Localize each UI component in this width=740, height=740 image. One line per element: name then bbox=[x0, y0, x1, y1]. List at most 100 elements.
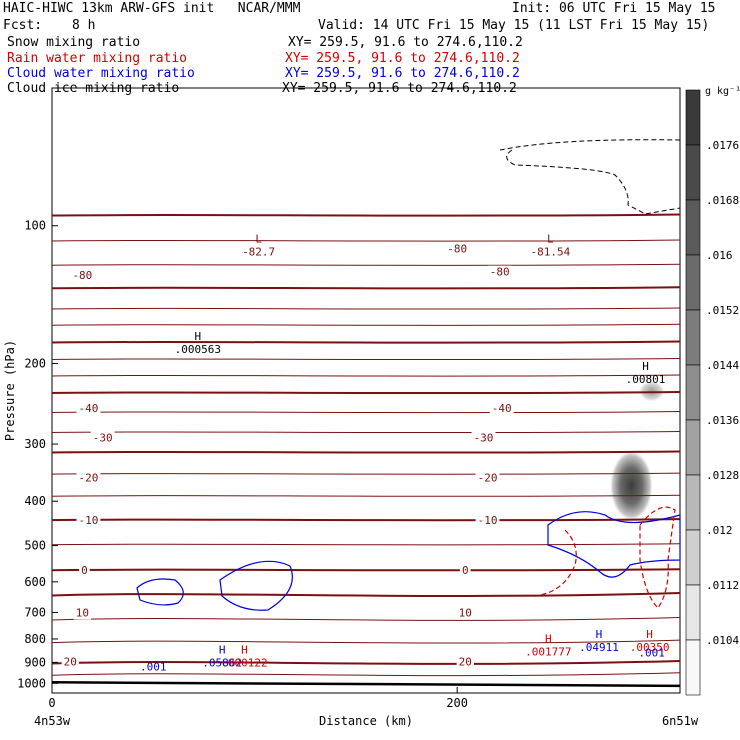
field-name-rain: Rain water mixing ratio bbox=[7, 51, 188, 66]
temperature-contour-label: -40 bbox=[492, 402, 512, 415]
extremum-value: .00801 bbox=[626, 373, 666, 386]
field-xy-cloud-water: XY= 259.5, 91.6 to 274.6,110.2 bbox=[285, 66, 520, 81]
contour-label-background bbox=[445, 242, 470, 256]
colorbar-swatch bbox=[685, 419, 701, 476]
temperature-contour-label: 20 bbox=[459, 655, 472, 668]
snow-core-shading bbox=[609, 449, 654, 522]
temperature-contour bbox=[51, 568, 681, 572]
temperature-contour bbox=[51, 390, 681, 395]
temperature-contour bbox=[51, 672, 681, 677]
contour-label-background bbox=[475, 471, 500, 485]
extremum-marker: H bbox=[642, 360, 649, 373]
colorbar-swatch bbox=[685, 474, 701, 531]
temperature-contour bbox=[51, 357, 681, 361]
contour-label-background bbox=[70, 268, 95, 282]
contour-label-background bbox=[471, 431, 496, 445]
extremum-marker: H bbox=[646, 628, 653, 641]
y-tick-label: 600 bbox=[24, 575, 46, 589]
y-tick-label: 400 bbox=[24, 494, 46, 508]
colorbar-label: .012 bbox=[706, 524, 733, 537]
y-tick-label: 800 bbox=[24, 632, 46, 646]
temperature-contour-label: -10 bbox=[478, 514, 498, 527]
temperature-contour bbox=[51, 239, 681, 242]
temperature-contour bbox=[51, 494, 681, 497]
chart-title: HAIC-HIWC 13km ARW-GFS init NCAR/MMM bbox=[3, 1, 301, 16]
extremum-marker: H bbox=[195, 330, 202, 343]
init-time: Init: 06 UTC Fri 15 May 15 bbox=[512, 1, 716, 16]
temperature-contour bbox=[51, 340, 681, 344]
colorbar-swatch bbox=[685, 89, 701, 146]
temperature-contour bbox=[51, 374, 681, 377]
extremum-value: .05862 bbox=[202, 657, 242, 670]
temperature-contour bbox=[51, 430, 681, 434]
temperature-contour-label: -30 bbox=[474, 431, 494, 444]
temperature-contour bbox=[51, 411, 681, 414]
x-tick-label: 200 bbox=[446, 696, 468, 710]
contour-label-background bbox=[73, 606, 92, 620]
colorbar-label: .0104 bbox=[706, 634, 739, 647]
temperature-contour bbox=[51, 616, 681, 621]
field-xy-snow: XY= 259.5, 91.6 to 274.6,110.2 bbox=[288, 35, 523, 50]
colorbar-label: .016 bbox=[706, 249, 733, 262]
extremum-value: .00350 bbox=[630, 641, 670, 654]
y-tick-label: 900 bbox=[24, 655, 46, 669]
y-tick-label: 100 bbox=[24, 219, 46, 233]
y-tick-label: 300 bbox=[24, 437, 46, 451]
y-tick-label: 1000 bbox=[17, 676, 46, 690]
extremum-value: .04911 bbox=[579, 641, 619, 654]
colorbar-label: .0144 bbox=[706, 359, 739, 372]
colorbar-swatch bbox=[685, 639, 701, 696]
colorbar-unit: g kg⁻¹ bbox=[705, 86, 740, 97]
extremum-value: .000563 bbox=[175, 343, 221, 356]
contour-label-background bbox=[456, 655, 474, 669]
fcst-value: 8 h bbox=[72, 18, 96, 33]
x-tick-label: 0 bbox=[48, 696, 55, 710]
extremum-marker: L bbox=[255, 232, 262, 245]
colorbar-label: .0176 bbox=[706, 139, 739, 152]
contour-label-background bbox=[489, 401, 514, 415]
temperature-contour bbox=[51, 263, 681, 266]
temperature-contour bbox=[51, 639, 681, 644]
temperature-contour bbox=[51, 450, 681, 454]
cloud-ice-contour bbox=[499, 139, 681, 151]
y-axis-label: Pressure (hPa) bbox=[3, 340, 17, 441]
temperature-contour-label: -80 bbox=[447, 242, 467, 255]
temperature-contour-label: -10 bbox=[79, 514, 99, 527]
colorbar-label: .0168 bbox=[706, 194, 739, 207]
extremum-value: -82.7 bbox=[242, 245, 275, 258]
field-xy-cloud-ice: XY= 259.5, 91.6 to 274.6,110.2 bbox=[282, 81, 517, 96]
rain-water-contour bbox=[539, 529, 577, 596]
temperature-contour-label: -20 bbox=[79, 472, 99, 485]
temperature-contour bbox=[51, 472, 681, 475]
extremum-marker: H bbox=[545, 633, 552, 646]
temperature-contour bbox=[51, 659, 681, 665]
temperature-contour bbox=[51, 323, 681, 326]
temperature-contour-label: -80 bbox=[72, 269, 92, 282]
colorbar-label: .0128 bbox=[706, 469, 739, 482]
field-name-snow: Snow mixing ratio bbox=[7, 35, 141, 50]
surface-line bbox=[51, 681, 681, 688]
cloud-ice-contour bbox=[506, 149, 681, 215]
colorbar-swatch bbox=[685, 309, 701, 366]
temperature-contour-label: -20 bbox=[478, 472, 498, 485]
plot-frame bbox=[51, 87, 681, 694]
contour-label-background bbox=[76, 514, 101, 528]
y-tick-label: 200 bbox=[24, 356, 46, 370]
extremum-marker: H bbox=[596, 628, 603, 641]
x-endpoint-left: 4n53w bbox=[34, 714, 71, 728]
rain-water-contour bbox=[639, 506, 676, 609]
colorbar-label: .0152 bbox=[706, 304, 739, 317]
temperature-contour-label: 10 bbox=[459, 606, 472, 619]
temperature-contour-label: -40 bbox=[79, 402, 99, 415]
colorbar-label: .0136 bbox=[706, 414, 739, 427]
valid-time: Valid: 14 UTC Fri 15 May 15 (11 LST Fri … bbox=[318, 18, 710, 33]
temperature-contour-label: -80 bbox=[490, 266, 510, 279]
contour-label-background bbox=[459, 564, 471, 578]
temperature-contour-label: -30 bbox=[93, 431, 113, 444]
contour-label-background bbox=[475, 514, 500, 528]
contour-label-background bbox=[79, 564, 90, 578]
colorbar-swatch bbox=[685, 584, 701, 641]
temperature-contour-label: 20 bbox=[64, 655, 77, 668]
contour-label-background bbox=[61, 655, 79, 669]
